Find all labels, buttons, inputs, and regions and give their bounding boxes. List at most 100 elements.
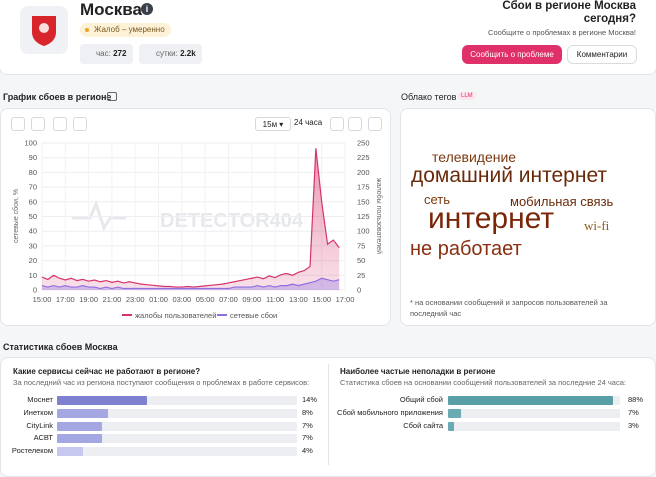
interval-text: 15м <box>262 120 278 129</box>
bar-track <box>57 421 297 431</box>
row-name: Моснет <box>27 395 53 404</box>
series-area <box>42 148 340 290</box>
bar-track <box>57 447 297 457</box>
value-label: 7% <box>628 408 639 417</box>
bar-track <box>448 409 620 418</box>
y-tick-label: 40 <box>29 227 37 236</box>
stat-value: 272 <box>113 49 127 58</box>
bar-track <box>57 408 297 418</box>
stat-day: сутки: 2.2k <box>139 44 202 64</box>
y2-tick-label: 100 <box>357 227 370 236</box>
x-tick-label: 07:00 <box>219 295 238 304</box>
comments-button[interactable]: Комментарии <box>567 45 637 64</box>
logo <box>20 6 68 54</box>
bar <box>448 396 613 405</box>
value-label: 3% <box>628 421 639 430</box>
value-label: 7% <box>302 433 313 443</box>
chart-section-title: График сбоев в регионе <box>3 92 112 102</box>
tool-icon[interactable] <box>73 117 87 131</box>
cloud-note: * на основании сообщений и запросов поль… <box>410 298 608 318</box>
panel-subtitle: Статистика сбоев на основании сообщений … <box>340 378 626 387</box>
tool-icon[interactable] <box>31 117 45 131</box>
bar-track <box>57 396 297 405</box>
chart: DETECTOR404 сетевые сбои, % жалобы польз… <box>12 139 383 321</box>
tag: wi-fi <box>584 218 610 233</box>
watermark: DETECTOR404 <box>160 210 304 232</box>
nav-icon[interactable] <box>330 117 344 131</box>
x-tick-label: 23:00 <box>126 295 145 304</box>
tool-icon[interactable] <box>11 117 25 131</box>
x-tick-label: 01:00 <box>149 295 168 304</box>
bar <box>57 408 109 418</box>
row-name: Ростелеком <box>11 446 53 456</box>
x-tick-label: 17:00 <box>336 295 355 304</box>
report-button[interactable]: Сообщить о проблеме <box>462 45 562 64</box>
y2-tick-label: 50 <box>357 256 365 265</box>
bar-track <box>448 422 620 431</box>
y-axis-title: сетевые сбои, % <box>12 189 20 243</box>
x-tick-label: 19:00 <box>79 295 98 304</box>
value-label: 7% <box>302 420 313 430</box>
y2-tick-label: 150 <box>357 197 370 206</box>
value-label: 4% <box>302 446 313 456</box>
y-tick-label: 100 <box>24 139 37 148</box>
value-label: 14% <box>302 395 318 404</box>
y-tick-label: 20 <box>29 256 37 265</box>
bar <box>57 447 83 457</box>
panel-title: Какие сервисы сейчас не работают в регио… <box>13 367 201 376</box>
y2-tick-label: 225 <box>357 153 370 162</box>
x-tick-label: 05:00 <box>196 295 215 304</box>
bar <box>57 396 147 405</box>
stat-label: сутки: <box>156 49 178 58</box>
nav-icon[interactable] <box>348 117 362 131</box>
y2-tick-label: 75 <box>357 241 365 250</box>
value-label: 8% <box>302 407 313 417</box>
cta-title: Сбои в регионе Москва сегодня? <box>502 0 636 25</box>
x-tick-label: 03:00 <box>172 295 191 304</box>
range-text[interactable]: 24 часа <box>294 118 323 127</box>
series-line <box>41 148 340 288</box>
y2-tick-label: 250 <box>357 139 370 148</box>
y-tick-label: 0 <box>33 286 37 295</box>
series-line <box>41 277 340 290</box>
tag: мобильная связь <box>510 194 614 209</box>
cta-subtitle: Сообщите о проблемах в регионе Москва! <box>488 28 636 37</box>
value-label: 88% <box>628 395 644 404</box>
y-tick-label: 80 <box>29 168 37 177</box>
y-tick-label: 30 <box>29 241 37 250</box>
y2-tick-label: 200 <box>357 168 370 177</box>
x-tick-label: 15:00 <box>312 295 331 304</box>
panel-title: Наиболее частые неполадки в регионе <box>340 367 496 376</box>
info-icon[interactable]: i <box>141 3 153 15</box>
x-tick-label: 17:00 <box>56 295 75 304</box>
screen-icon[interactable] <box>107 92 117 101</box>
row-name: Общий сбой <box>399 395 443 404</box>
legend-label: сетевые сбои <box>230 311 277 320</box>
y-tick-label: 60 <box>29 197 37 206</box>
y2-tick-label: 0 <box>357 286 361 295</box>
stat-hour: час: 272 <box>80 44 133 64</box>
stat-value: 2.2k <box>180 49 196 58</box>
legend-label: жалобы пользователей <box>135 311 216 320</box>
x-tick-label: 09:00 <box>242 295 261 304</box>
y-tick-label: 90 <box>29 153 37 162</box>
x-tick-label: 15:00 <box>33 295 52 304</box>
tag: телевидение <box>432 149 517 165</box>
row-name: Сбой сайта <box>403 421 443 430</box>
nav-icon[interactable] <box>368 117 382 131</box>
bar <box>448 409 462 418</box>
row-name: CityLink <box>26 420 53 430</box>
bar <box>57 434 102 444</box>
x-tick-label: 13:00 <box>289 295 308 304</box>
tag: домашний интернет <box>411 164 608 187</box>
cloud-card <box>400 108 656 326</box>
y2-tick-label: 125 <box>357 212 370 221</box>
y2-tick-label: 175 <box>357 183 370 192</box>
stat-label: час: <box>96 49 111 58</box>
city-title: Москва <box>80 0 142 19</box>
interval-select[interactable]: 15м ▾ <box>255 117 291 131</box>
tool-icon[interactable] <box>53 117 67 131</box>
llm-badge: LLM <box>458 92 476 100</box>
tag: сеть <box>424 192 451 207</box>
